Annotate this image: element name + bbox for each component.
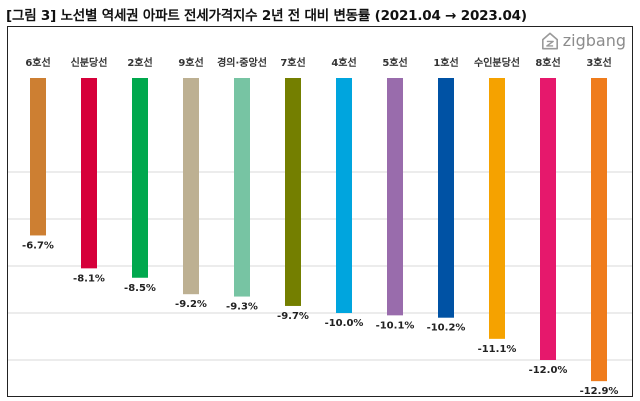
- category-label: 7호선: [280, 56, 305, 69]
- figure-title: [그림 3] 노선별 역세권 아파트 전세가격지수 2년 전 대비 변동률 (2…: [6, 8, 527, 24]
- value-label: -12.9%: [580, 386, 619, 396]
- bar: [285, 78, 301, 306]
- bar: [183, 78, 199, 295]
- category-label: 6호선: [25, 56, 50, 69]
- value-label: -10.0%: [325, 318, 364, 329]
- chart-frame: zigbang 6호선 -6.7% 신분당선 -8.1% 2호선 -8.5% 9호선 -9.2…: [7, 26, 633, 397]
- category-label: 3호선: [586, 56, 611, 69]
- value-label: -8.5%: [124, 283, 156, 294]
- bar: [30, 78, 46, 236]
- value-label: -11.1%: [478, 344, 517, 355]
- value-label: -9.7%: [277, 311, 309, 322]
- bar: [540, 78, 556, 360]
- category-label: 신분당선: [71, 56, 108, 69]
- value-label: -8.1%: [73, 273, 105, 284]
- bar: [132, 78, 148, 278]
- bar: [387, 78, 403, 316]
- bar: [438, 78, 454, 318]
- bar: [81, 78, 97, 269]
- zigbang-logo: zigbang: [541, 31, 626, 50]
- value-label: -12.0%: [529, 365, 568, 376]
- value-label: -10.1%: [376, 320, 415, 331]
- value-label: -6.7%: [22, 240, 54, 251]
- bar-chart: 6호선 -6.7% 신분당선 -8.1% 2호선 -8.5% 9호선 -9.2% 경의·중앙선 -…: [8, 56, 632, 396]
- category-label: 수인분당선: [474, 56, 520, 69]
- zigbang-logo-icon: [541, 32, 558, 49]
- category-label: 9호선: [178, 56, 203, 69]
- bar: [489, 78, 505, 339]
- logo-text: zigbang: [562, 31, 626, 50]
- category-label: 1호선: [433, 56, 458, 69]
- category-label: 4호선: [331, 56, 356, 69]
- bar: [336, 78, 352, 313]
- category-label: 5호선: [382, 56, 407, 69]
- category-label: 8호선: [535, 56, 560, 69]
- value-label: -9.2%: [175, 299, 207, 310]
- bar: [591, 78, 607, 382]
- value-label: -10.2%: [427, 323, 466, 334]
- bar: [234, 78, 250, 297]
- value-label: -9.3%: [226, 302, 258, 313]
- category-label: 경의·중앙선: [217, 56, 267, 69]
- category-label: 2호선: [127, 56, 152, 69]
